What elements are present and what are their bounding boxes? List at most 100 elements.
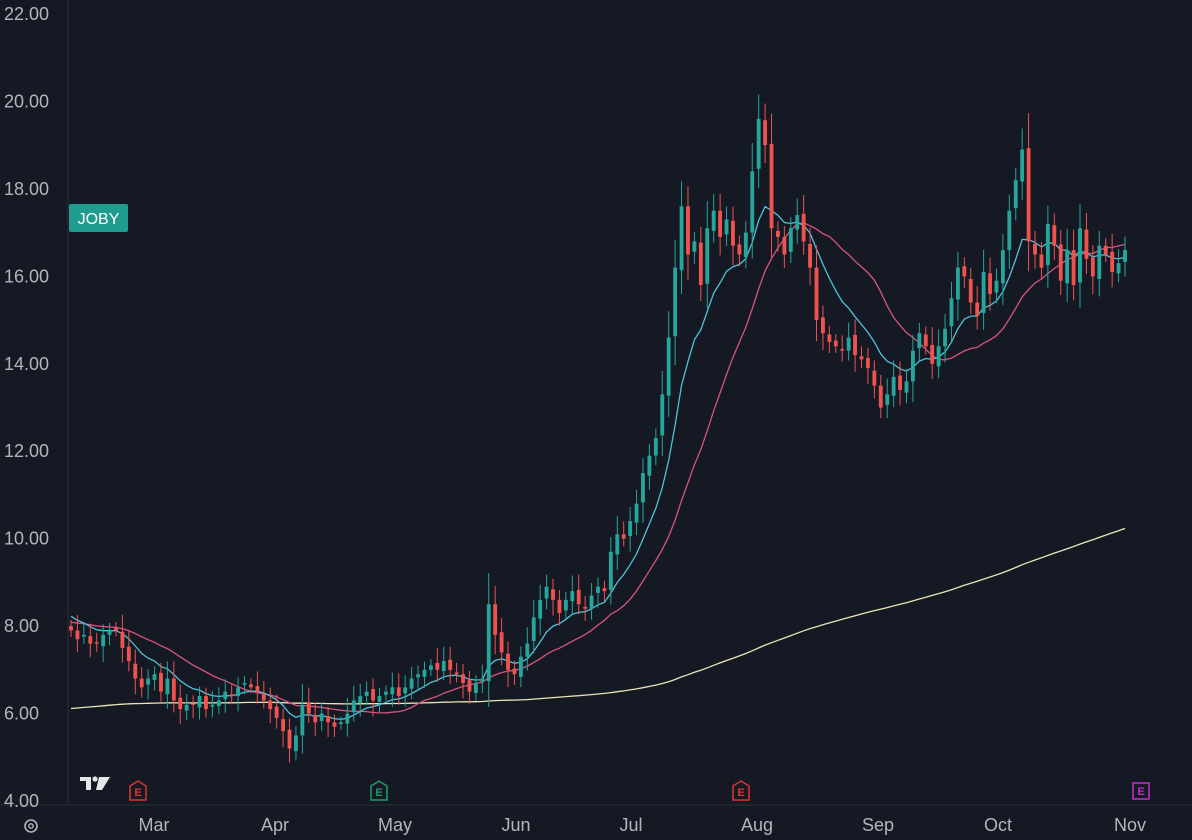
candle: [1039, 242, 1044, 279]
candle: [332, 714, 337, 737]
candle: [1058, 230, 1063, 296]
candle: [878, 374, 883, 419]
candle: [718, 193, 723, 256]
candle: [846, 322, 851, 361]
gear-icon[interactable]: [24, 819, 38, 833]
y-tick-label: 8.00: [4, 616, 39, 636]
candle: [975, 286, 980, 330]
candle: [763, 103, 768, 164]
candle: [885, 378, 890, 418]
candle: [827, 326, 832, 353]
earnings-marker[interactable]: E: [732, 780, 750, 801]
candle: [544, 574, 549, 610]
candle: [480, 664, 485, 693]
candle: [69, 619, 73, 637]
candle: [634, 489, 639, 536]
candle: [152, 666, 157, 691]
candle: [383, 685, 388, 701]
candle: [416, 665, 420, 692]
candle: [281, 708, 286, 748]
candle: [769, 113, 774, 258]
x-month-label: Aug: [741, 815, 773, 835]
candle: [338, 716, 343, 730]
candle: [641, 457, 645, 523]
y-tick-label: 16.00: [4, 266, 49, 286]
candle: [1090, 244, 1095, 295]
candle: [294, 726, 298, 761]
candle: [531, 599, 536, 654]
y-tick-label: 4.00: [4, 791, 39, 811]
symbol-badge[interactable]: JOBY: [69, 204, 128, 232]
candle: [872, 360, 877, 399]
candle: [686, 186, 690, 280]
candle: [525, 627, 530, 671]
candle: [679, 181, 684, 295]
candle: [133, 649, 138, 695]
earnings-marker[interactable]: E: [370, 780, 388, 801]
candle: [300, 684, 305, 754]
candle: [506, 641, 510, 687]
candle: [229, 684, 234, 705]
candle: [249, 678, 253, 694]
ma-mid-line: [70, 222, 1126, 714]
candle: [949, 282, 954, 342]
candle: [724, 206, 729, 246]
candle: [403, 675, 408, 707]
candle: [184, 694, 189, 720]
candle: [1078, 204, 1082, 308]
candle: [255, 671, 260, 704]
candle: [898, 361, 902, 406]
candle: [968, 267, 973, 314]
candle: [1123, 236, 1127, 277]
candle: [743, 221, 748, 269]
candle: [602, 580, 607, 602]
earnings-marker-label: E: [375, 787, 382, 799]
candle: [261, 680, 266, 709]
earnings-marker[interactable]: E: [129, 780, 147, 801]
candle: [814, 245, 819, 342]
candle: [428, 659, 433, 677]
time-axis[interactable]: Mar Apr May Jun Jul Aug Sep Oct Nov: [139, 815, 1147, 835]
candle: [955, 251, 960, 321]
candle: [930, 327, 935, 379]
candle: [647, 444, 652, 490]
candle: [711, 193, 716, 243]
candle: [801, 195, 806, 255]
candle: [608, 537, 613, 605]
candle: [486, 573, 491, 707]
candle: [589, 583, 594, 620]
candle: [268, 687, 273, 724]
candle: [782, 226, 787, 269]
candle: [159, 662, 163, 702]
candle: [1065, 228, 1070, 303]
candle: [840, 335, 845, 362]
y-tick-label: 18.00: [4, 179, 49, 199]
candle: [833, 333, 838, 353]
price-axis[interactable]: 4.00 6.00 8.00 10.00 12.00 14.00 16.00 18.00 20.…: [4, 4, 49, 811]
candle: [371, 678, 375, 717]
earnings-marker[interactable]: E: [1132, 782, 1150, 800]
candle: [962, 257, 967, 289]
candle: [750, 142, 755, 259]
candle: [621, 521, 626, 547]
candle: [776, 221, 780, 252]
candle: [390, 672, 395, 707]
candle: [313, 702, 318, 736]
candles: [69, 94, 1127, 763]
candle: [396, 673, 401, 705]
candle: [551, 578, 555, 616]
candle: [994, 268, 999, 304]
candle: [570, 575, 575, 615]
candle: [422, 661, 427, 688]
candle: [101, 624, 106, 663]
x-month-label: Sep: [862, 815, 894, 835]
candle: [1103, 238, 1108, 262]
candle: [628, 506, 633, 552]
candle: [236, 677, 241, 712]
tradingview-logo-icon[interactable]: [80, 776, 110, 790]
candle: [788, 217, 793, 263]
